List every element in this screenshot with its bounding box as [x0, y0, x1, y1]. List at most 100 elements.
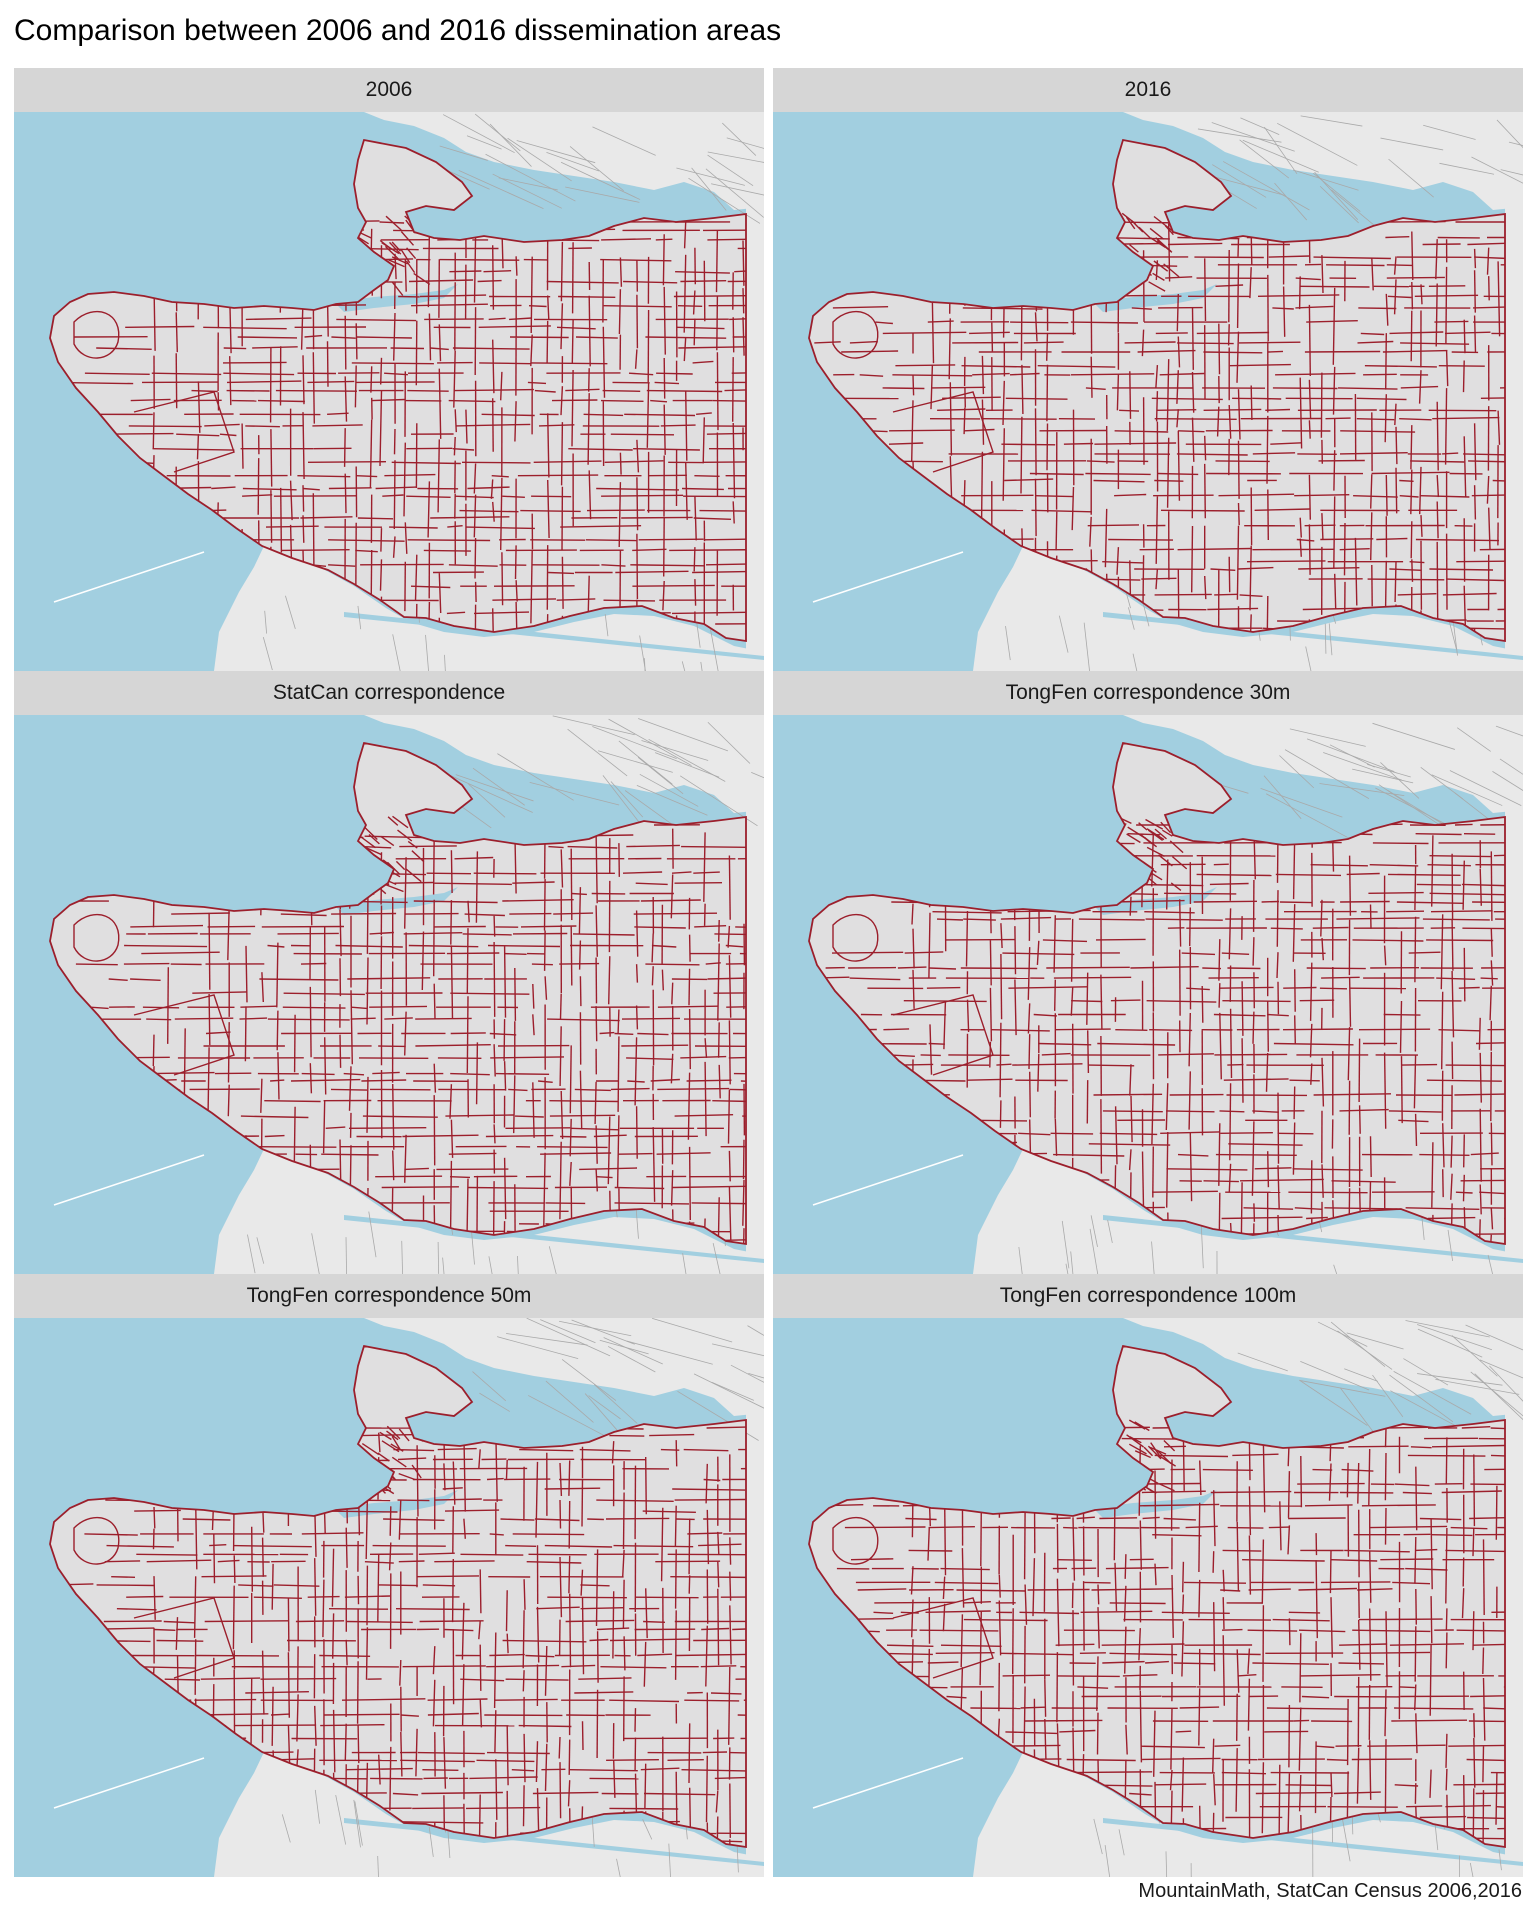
da-boundary-segment: [1029, 472, 1084, 476]
da-boundary-segment: [694, 579, 697, 606]
map-area: [14, 112, 764, 671]
road-segment: [707, 154, 754, 186]
da-boundary-segment: [1295, 277, 1321, 281]
da-boundary-segment: [378, 1584, 418, 1587]
da-boundary-segment: [419, 1620, 484, 1623]
city-outline: [49, 138, 747, 643]
da-boundary-segment: [1196, 873, 1272, 877]
road-segment: [730, 1364, 764, 1383]
da-boundary-segment: [1489, 985, 1492, 1021]
da-boundary-segment: [688, 1575, 691, 1594]
north-shore-land: [364, 112, 764, 210]
da-boundary-segment: [211, 486, 236, 490]
map-panel: StatCan correspondence: [14, 671, 764, 1274]
da-boundary-segment: [492, 598, 557, 601]
da-boundary-segment: [873, 1611, 894, 1614]
road-segment: [648, 738, 726, 782]
da-boundary-segment: [261, 1537, 264, 1577]
da-boundary-segment: [544, 1544, 613, 1548]
road-segment: [711, 183, 764, 196]
da-boundary-segment: [1265, 408, 1291, 411]
da-boundary-segment: [489, 1533, 504, 1536]
da-boundary-segment: [204, 423, 240, 427]
da-boundary-segment: [600, 1666, 667, 1669]
road-segment: [705, 168, 764, 218]
da-boundary-segment: [628, 372, 654, 376]
da-boundary-segment: [397, 1457, 427, 1461]
da-boundary-segment: [242, 494, 273, 497]
da-boundary-segment: [571, 892, 587, 896]
da-boundary-segment: [479, 1698, 483, 1728]
da-boundary-segment: [1144, 836, 1158, 848]
da-boundary-segment: [714, 1776, 746, 1780]
da-boundary-segment: [575, 336, 618, 339]
da-boundary-segment: [1268, 255, 1311, 258]
da-boundary-segment: [919, 1629, 999, 1632]
road-segment: [1499, 758, 1523, 775]
da-boundary-segment: [302, 412, 305, 480]
da-boundary-segment: [617, 1009, 620, 1034]
da-boundary-segment: [635, 882, 668, 886]
da-boundary-segment: [1114, 430, 1169, 433]
da-boundary-segment: [460, 1553, 524, 1556]
da-boundary-segment: [635, 964, 639, 983]
da-boundary-segment: [703, 1478, 721, 1482]
da-boundary-segment: [328, 487, 372, 490]
da-boundary-segment: [960, 1614, 964, 1668]
da-boundary-segment: [1486, 247, 1490, 275]
da-boundary-segment: [380, 357, 383, 385]
da-boundary-segment: [283, 992, 365, 996]
da-boundary-segment: [391, 1435, 401, 1451]
da-boundary-segment: [146, 1018, 172, 1021]
da-boundary-segment: [1149, 1029, 1193, 1032]
da-boundary-segment: [1019, 1611, 1080, 1615]
da-boundary-segment: [1020, 1706, 1046, 1709]
da-boundary-segment: [1392, 1581, 1431, 1585]
da-boundary-segment: [453, 350, 456, 408]
da-boundary-segment: [213, 1533, 216, 1584]
da-boundary-segment: [581, 1597, 585, 1675]
da-boundary-segment: [1254, 1167, 1292, 1170]
da-boundary-segment: [1398, 1119, 1429, 1123]
da-boundary-segment: [1415, 1548, 1438, 1552]
da-boundary-segment: [1298, 276, 1301, 310]
road-segment: [637, 757, 684, 795]
da-boundary-segment: [742, 288, 745, 314]
da-boundary-segment: [1313, 1093, 1392, 1096]
da-boundary-segment: [443, 1737, 447, 1789]
da-boundary-segment: [1249, 267, 1252, 299]
da-boundary-segment: [1000, 1652, 1074, 1656]
da-boundary-segment: [1319, 987, 1348, 990]
da-boundary-segment: [1419, 1815, 1467, 1819]
da-boundary-segment: [1070, 373, 1155, 376]
da-boundary-segment: [1213, 1490, 1216, 1547]
da-boundary-segment: [1110, 999, 1141, 1002]
da-boundary-segment: [725, 944, 744, 948]
da-boundary-segment: [1490, 1454, 1505, 1457]
da-boundary-segment: [956, 1589, 1026, 1592]
da-boundary-segment: [195, 1503, 198, 1570]
da-boundary-segment: [428, 313, 432, 361]
da-boundary-segment: [423, 549, 471, 552]
da-boundary-segment: [1493, 854, 1505, 857]
da-boundary-segment: [1219, 1012, 1222, 1080]
da-boundary-segment: [350, 990, 353, 1065]
road-segment: [526, 1318, 611, 1357]
da-boundary-segment: [912, 969, 915, 1009]
da-boundary-segment: [450, 1072, 490, 1076]
da-boundary-segment: [1229, 1083, 1232, 1161]
da-boundary-segment: [632, 584, 715, 587]
da-boundary-segment: [483, 270, 512, 273]
da-boundary-segment: [742, 1139, 745, 1180]
da-boundary-segment: [832, 311, 879, 359]
da-boundary-segment: [560, 1135, 587, 1138]
road-segment: [1417, 1324, 1493, 1351]
da-boundary-segment: [401, 1821, 484, 1824]
da-boundary-segment: [660, 1448, 680, 1451]
da-boundary-segment: [1236, 331, 1240, 383]
da-boundary-segment: [1422, 918, 1490, 921]
da-boundary-segment: [728, 855, 731, 920]
da-boundary-segment: [1306, 1216, 1328, 1220]
da-boundary-segment: [1066, 1758, 1136, 1762]
da-boundary-segment: [403, 442, 406, 517]
